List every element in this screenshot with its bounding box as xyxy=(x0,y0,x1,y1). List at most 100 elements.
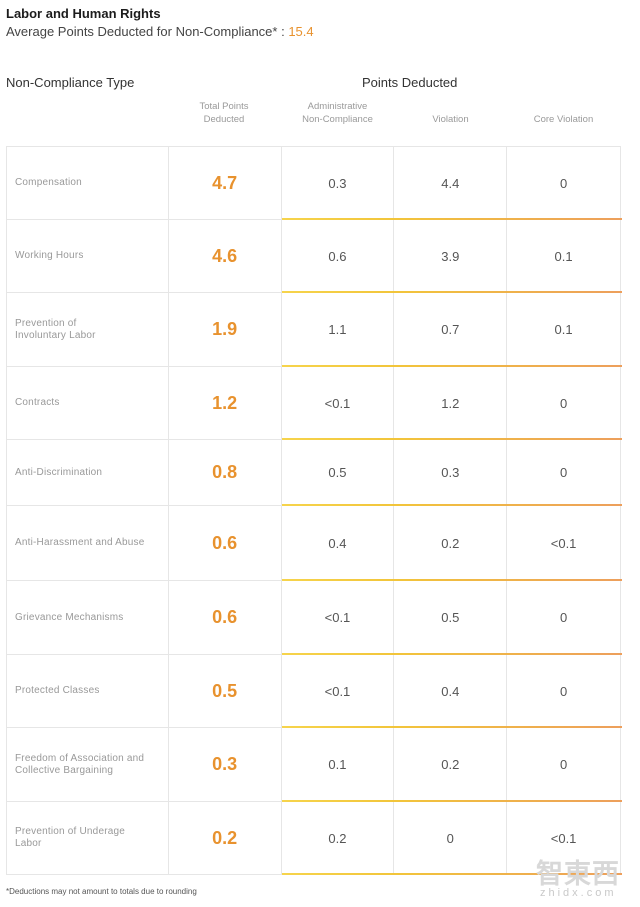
row-admin-value: 0.4 xyxy=(282,506,395,580)
row-divider-bar xyxy=(508,726,622,728)
row-type-label: Contracts xyxy=(7,367,169,439)
row-divider-bar xyxy=(282,365,395,367)
row-core-value: 0.1 xyxy=(507,293,621,366)
row-divider-bar xyxy=(508,653,622,655)
row-divider-bar xyxy=(508,579,622,581)
header-points-deducted: Points Deducted xyxy=(362,75,458,90)
row-divider-bar xyxy=(508,365,622,367)
row-violation-value: 0.3 xyxy=(394,440,508,505)
row-divider-bar xyxy=(282,653,395,655)
table-row: Contracts 1.2 <0.1 1.2 0 xyxy=(7,367,622,440)
row-total-value: 4.6 xyxy=(169,220,282,292)
row-admin-value: <0.1 xyxy=(282,655,395,727)
row-core-value: 0 xyxy=(507,728,621,801)
header-violation: Violation xyxy=(432,114,469,125)
watermark-logo: 智東西 xyxy=(536,859,620,890)
row-admin-value: 0.6 xyxy=(282,220,395,292)
row-divider-bar xyxy=(395,726,508,728)
row-type-label: Grievance Mechanisms xyxy=(7,581,169,654)
header-total-points: Total Points Deducted xyxy=(199,101,249,125)
row-violation-value: 0.7 xyxy=(394,293,508,366)
row-type-label: Compensation xyxy=(7,147,169,219)
row-total-value: 1.2 xyxy=(169,367,282,439)
average-points-value: 15.4 xyxy=(288,24,314,39)
row-admin-value: 0.1 xyxy=(282,728,395,801)
row-divider-bar xyxy=(395,365,508,367)
row-violation-value: 0.5 xyxy=(394,581,508,654)
table-row: Prevention of Underage Labor 0.2 0.2 0 <0.1 xyxy=(7,802,622,875)
row-core-value: 0 xyxy=(507,655,621,727)
row-type-label: Anti-Discrimination xyxy=(7,440,169,505)
row-divider-bar xyxy=(508,438,622,440)
row-divider-bar xyxy=(508,873,622,875)
row-divider-bar xyxy=(282,579,395,581)
subtitle-label: Average Points Deducted for Non-Complian… xyxy=(6,24,289,39)
row-divider-bar xyxy=(508,291,622,293)
table-row: Grievance Mechanisms 0.6 <0.1 0.5 0 xyxy=(7,581,622,655)
row-divider-bar xyxy=(395,579,508,581)
row-admin-value: 0.5 xyxy=(282,440,395,505)
row-core-value: <0.1 xyxy=(507,506,621,580)
table-row: Anti-Harassment and Abuse 0.6 0.4 0.2 <0.1 xyxy=(7,506,622,581)
row-core-value: 0.1 xyxy=(507,220,621,292)
row-divider-bar xyxy=(282,800,395,802)
row-violation-value: 4.4 xyxy=(394,147,508,219)
row-divider-bar xyxy=(282,218,395,220)
row-admin-value: <0.1 xyxy=(282,581,395,654)
table-row: Prevention of Involuntary Labor 1.9 1.1 0.7 0… xyxy=(7,293,622,367)
table-row: Compensation 4.7 0.3 4.4 0 xyxy=(7,147,622,220)
row-divider-bar xyxy=(395,504,508,506)
header-administrative: Administrative Non-Compliance xyxy=(302,101,373,125)
row-total-value: 1.9 xyxy=(169,293,282,366)
row-type-label: Prevention of Underage Labor xyxy=(7,802,169,874)
row-violation-value: 3.9 xyxy=(394,220,508,292)
watermark-url: zhidx.com xyxy=(540,887,617,899)
row-divider-bar xyxy=(282,504,395,506)
header-core-violation: Core Violation xyxy=(533,114,594,125)
row-total-value: 0.2 xyxy=(169,802,282,874)
watermark: 智東西 zhidx.com xyxy=(536,852,632,902)
row-core-value: 0 xyxy=(507,440,621,505)
table-row: Protected Classes 0.5 <0.1 0.4 0 xyxy=(7,655,622,728)
row-violation-value: 0.4 xyxy=(394,655,508,727)
row-core-value: 0 xyxy=(507,367,621,439)
row-divider-bar xyxy=(508,504,622,506)
row-divider-bar xyxy=(508,800,622,802)
row-divider-bar xyxy=(395,291,508,293)
row-violation-value: 0 xyxy=(394,802,508,874)
row-type-label: Protected Classes xyxy=(7,655,169,727)
row-divider-bar xyxy=(282,291,395,293)
page-title: Labor and Human Rights xyxy=(6,6,161,21)
row-admin-value: 1.1 xyxy=(282,293,395,366)
row-divider-bar xyxy=(395,653,508,655)
row-divider-bar xyxy=(395,800,508,802)
row-type-label: Anti-Harassment and Abuse xyxy=(7,506,169,580)
table-row: Freedom of Association and Collective Bar… xyxy=(7,728,622,802)
row-core-value: 0 xyxy=(507,581,621,654)
row-divider-bar xyxy=(395,218,508,220)
row-total-value: 0.6 xyxy=(169,506,282,580)
row-core-value: 0 xyxy=(507,147,621,219)
row-total-value: 0.5 xyxy=(169,655,282,727)
row-admin-value: 0.2 xyxy=(282,802,395,874)
deductions-table: Compensation 4.7 0.3 4.4 0 Working Hours 4.6 0.… xyxy=(6,146,622,875)
row-divider-bar xyxy=(395,438,508,440)
row-core-value: <0.1 xyxy=(507,802,621,874)
footnote: *Deductions may not amount to totals due… xyxy=(6,887,197,896)
row-total-value: 0.3 xyxy=(169,728,282,801)
row-total-value: 0.6 xyxy=(169,581,282,654)
row-admin-value: 0.3 xyxy=(282,147,395,219)
page-subtitle: Average Points Deducted for Non-Complian… xyxy=(6,24,314,39)
row-admin-value: <0.1 xyxy=(282,367,395,439)
row-divider-bar xyxy=(395,873,508,875)
row-divider-bar xyxy=(282,873,395,875)
row-divider-bar xyxy=(282,726,395,728)
row-violation-value: 1.2 xyxy=(394,367,508,439)
row-type-label: Freedom of Association and Collective Bar… xyxy=(7,728,169,801)
row-violation-value: 0.2 xyxy=(394,728,508,801)
row-divider-bar xyxy=(508,218,622,220)
row-total-value: 4.7 xyxy=(169,147,282,219)
table-row: Anti-Discrimination 0.8 0.5 0.3 0 xyxy=(7,440,622,506)
row-total-value: 0.8 xyxy=(169,440,282,505)
row-divider-bar xyxy=(282,438,395,440)
